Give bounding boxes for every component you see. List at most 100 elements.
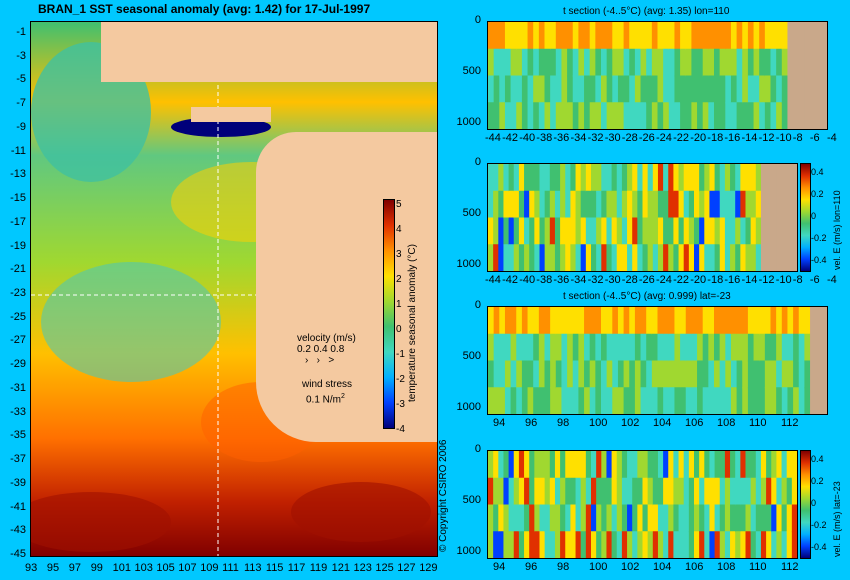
section-cell [652, 477, 659, 506]
section-cell [627, 244, 634, 271]
section-cell [529, 190, 536, 219]
section-cell [534, 244, 541, 271]
section-cell [550, 75, 557, 104]
section-cell [714, 477, 721, 506]
section-cell [702, 333, 710, 362]
section-cell [804, 360, 812, 389]
section-cell [760, 477, 768, 506]
section-cell [623, 102, 631, 129]
section-cell [694, 451, 701, 479]
section-cell [623, 360, 631, 389]
section-cell [513, 451, 520, 479]
section-cell [764, 307, 772, 335]
section-cell [637, 217, 644, 246]
section-land-cell [815, 22, 823, 129]
section-cell [585, 477, 592, 506]
section-cell [776, 22, 783, 50]
section-cell [730, 164, 737, 192]
section-cell [524, 504, 531, 533]
velocity-legend-scale: 0.2 0.4 0.8 [297, 344, 345, 355]
section-cell [657, 531, 665, 558]
section-cell [791, 531, 797, 558]
section-cell [595, 387, 602, 414]
section-cell [601, 217, 608, 246]
section-cell [533, 48, 540, 77]
section-cell [488, 102, 495, 129]
section-cell [560, 217, 567, 246]
section-cell [572, 333, 580, 362]
section-cell [709, 531, 716, 558]
section-cell [673, 477, 680, 506]
map-y-tick: -25 [10, 310, 26, 323]
section-cell [640, 333, 648, 362]
section-cell [787, 307, 795, 335]
section-cell [652, 451, 659, 479]
section-cell [709, 217, 716, 246]
section-cell [560, 451, 567, 479]
section-cell [657, 477, 665, 506]
section-cell [606, 307, 614, 335]
section-cell [533, 387, 540, 414]
section-cell [534, 477, 541, 506]
section-cell [678, 504, 685, 533]
section-cell [646, 75, 653, 104]
section-cell [504, 360, 512, 389]
section-cell [714, 190, 721, 219]
map-title: BRAN_1 SST seasonal anomaly (avg: 1.42) … [38, 2, 371, 16]
section-x-tick: -12 [758, 274, 775, 286]
section-cell [702, 22, 710, 50]
section-cell [719, 504, 726, 533]
section-cell [560, 164, 567, 192]
section-cell [730, 307, 738, 335]
section-cell [668, 102, 676, 129]
section-cell [612, 75, 619, 104]
section-cell [488, 75, 495, 104]
section-cell [585, 217, 592, 246]
section-cell [538, 307, 546, 335]
section-x-tick: 112 [781, 417, 799, 429]
map-y-tick: -17 [10, 215, 26, 228]
section-cell [621, 504, 629, 533]
section-cell [766, 451, 773, 479]
section-cell [616, 190, 623, 219]
section-cell [740, 217, 747, 246]
section-cell [584, 360, 591, 389]
section-cell [524, 244, 531, 271]
section-cell [601, 504, 608, 533]
section-plot [487, 163, 798, 272]
section-cell [544, 333, 552, 362]
section-cell [753, 102, 761, 129]
section-cell [770, 75, 778, 104]
section-cell [527, 387, 535, 414]
section-cell [488, 164, 495, 192]
section-cell [747, 22, 755, 50]
section-cell [534, 164, 541, 192]
section-cell [764, 102, 772, 129]
section-cell [493, 75, 501, 104]
section-cell [760, 504, 768, 533]
section-cell [623, 48, 631, 77]
section-cell [504, 387, 512, 414]
section-cell [688, 244, 695, 271]
section-cell [513, 217, 520, 246]
section-cell [538, 48, 546, 77]
section-cell [697, 360, 704, 389]
section-cell [760, 531, 768, 558]
section-cell [714, 360, 721, 389]
section-cell [524, 477, 531, 506]
section-y-tick: 500 [462, 493, 481, 506]
section-x-tick: -36 [553, 132, 570, 144]
section-cell [651, 360, 659, 389]
map-colorbar-tick: 3 [396, 249, 402, 260]
section-cell [647, 451, 654, 479]
section-cell [611, 531, 618, 558]
section-cell [781, 531, 788, 558]
section-cell [776, 531, 783, 558]
section-cell [647, 531, 654, 558]
section-x-tick: -28 [621, 132, 638, 144]
section-cell [611, 164, 618, 192]
section-cell [657, 102, 665, 129]
section-cell [657, 48, 665, 77]
section-cell [776, 360, 783, 389]
section-cell [673, 504, 680, 533]
